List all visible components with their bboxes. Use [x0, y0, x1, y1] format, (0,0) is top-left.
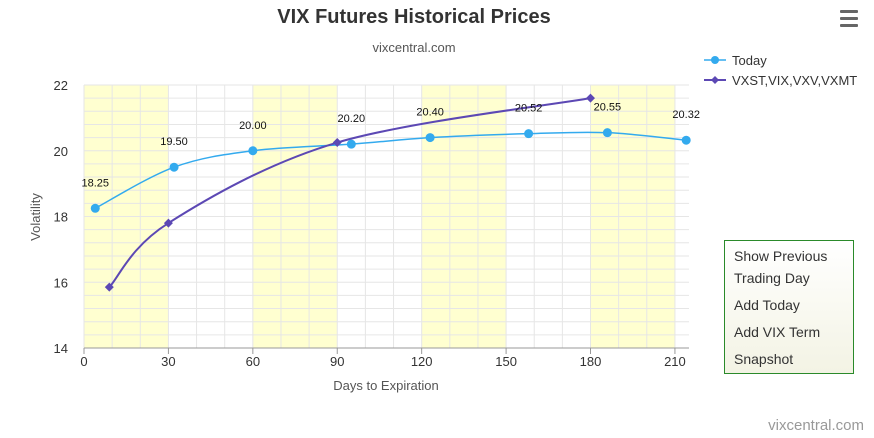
data-point-indices — [163, 218, 173, 228]
data-point-today — [169, 162, 179, 172]
chart-title: VIX Futures Historical Prices — [277, 6, 551, 28]
data-label-today: 20.52 — [515, 103, 543, 115]
data-label-today: 20.00 — [239, 120, 267, 132]
data-point-today — [425, 133, 435, 143]
y-axis-label: Volatility — [28, 193, 43, 241]
data-point-indices — [332, 138, 342, 148]
x-tick-label: 210 — [664, 354, 686, 369]
y-tick-label: 20 — [54, 144, 68, 159]
legend-marker-diamond-icon — [704, 76, 726, 84]
y-tick-label: 16 — [54, 275, 68, 290]
add-today-button[interactable]: Add Today — [734, 297, 800, 313]
legend-label: Today — [732, 52, 767, 68]
action-panel: Show Previous Trading Day Add Today Add … — [724, 240, 854, 374]
data-point-today — [681, 135, 691, 145]
data-point-indices — [104, 282, 114, 292]
data-point-today — [248, 146, 258, 156]
y-tick-label: 22 — [54, 78, 68, 93]
menu-bar — [840, 10, 858, 13]
data-point-indices — [586, 93, 596, 103]
chart-subtitle: vixcentral.com — [372, 40, 456, 55]
hamburger-menu-icon[interactable] — [838, 10, 862, 30]
x-tick-label: 60 — [246, 354, 260, 369]
data-point-today — [346, 139, 356, 149]
data-point-today — [602, 128, 612, 138]
legend-marker-circle-icon — [704, 56, 726, 64]
legend-label: VXST,VIX,VXV,VXMT — [732, 72, 858, 88]
x-tick-label: 120 — [411, 354, 433, 369]
legend-item-today[interactable]: Today — [704, 50, 857, 70]
data-label-today: 20.55 — [594, 102, 622, 114]
menu-bar — [840, 17, 858, 20]
x-tick-label: 0 — [80, 354, 87, 369]
data-label-today: 20.32 — [672, 109, 700, 121]
show-previous-trading-day-button[interactable]: Show Previous Trading Day — [734, 248, 828, 286]
add-vix-term-button[interactable]: Add VIX Term — [734, 324, 821, 340]
y-tick-label: 14 — [54, 341, 68, 356]
x-tick-label: 30 — [161, 354, 175, 369]
data-label-today: 19.50 — [160, 136, 188, 148]
data-point-today — [90, 203, 100, 213]
x-tick-label: 90 — [330, 354, 344, 369]
menu-bar — [840, 24, 858, 27]
y-tick-label: 18 — [54, 210, 68, 225]
data-point-today — [524, 129, 534, 139]
data-label-today: 20.20 — [338, 113, 366, 125]
x-axis-label: Days to Expiration — [333, 378, 439, 393]
snapshot-button[interactable]: Snapshot — [734, 351, 794, 367]
credit-link[interactable]: vixcentral.com — [768, 417, 864, 434]
legend: Today VXST,VIX,VXV,VXMT — [704, 50, 857, 90]
x-tick-label: 150 — [495, 354, 517, 369]
legend-item-indices[interactable]: VXST,VIX,VXV,VXMT — [704, 70, 857, 90]
data-label-today: 18.25 — [81, 177, 109, 189]
data-label-today: 20.40 — [416, 107, 444, 119]
series-line-indices — [108, 97, 591, 288]
x-tick-label: 180 — [580, 354, 602, 369]
